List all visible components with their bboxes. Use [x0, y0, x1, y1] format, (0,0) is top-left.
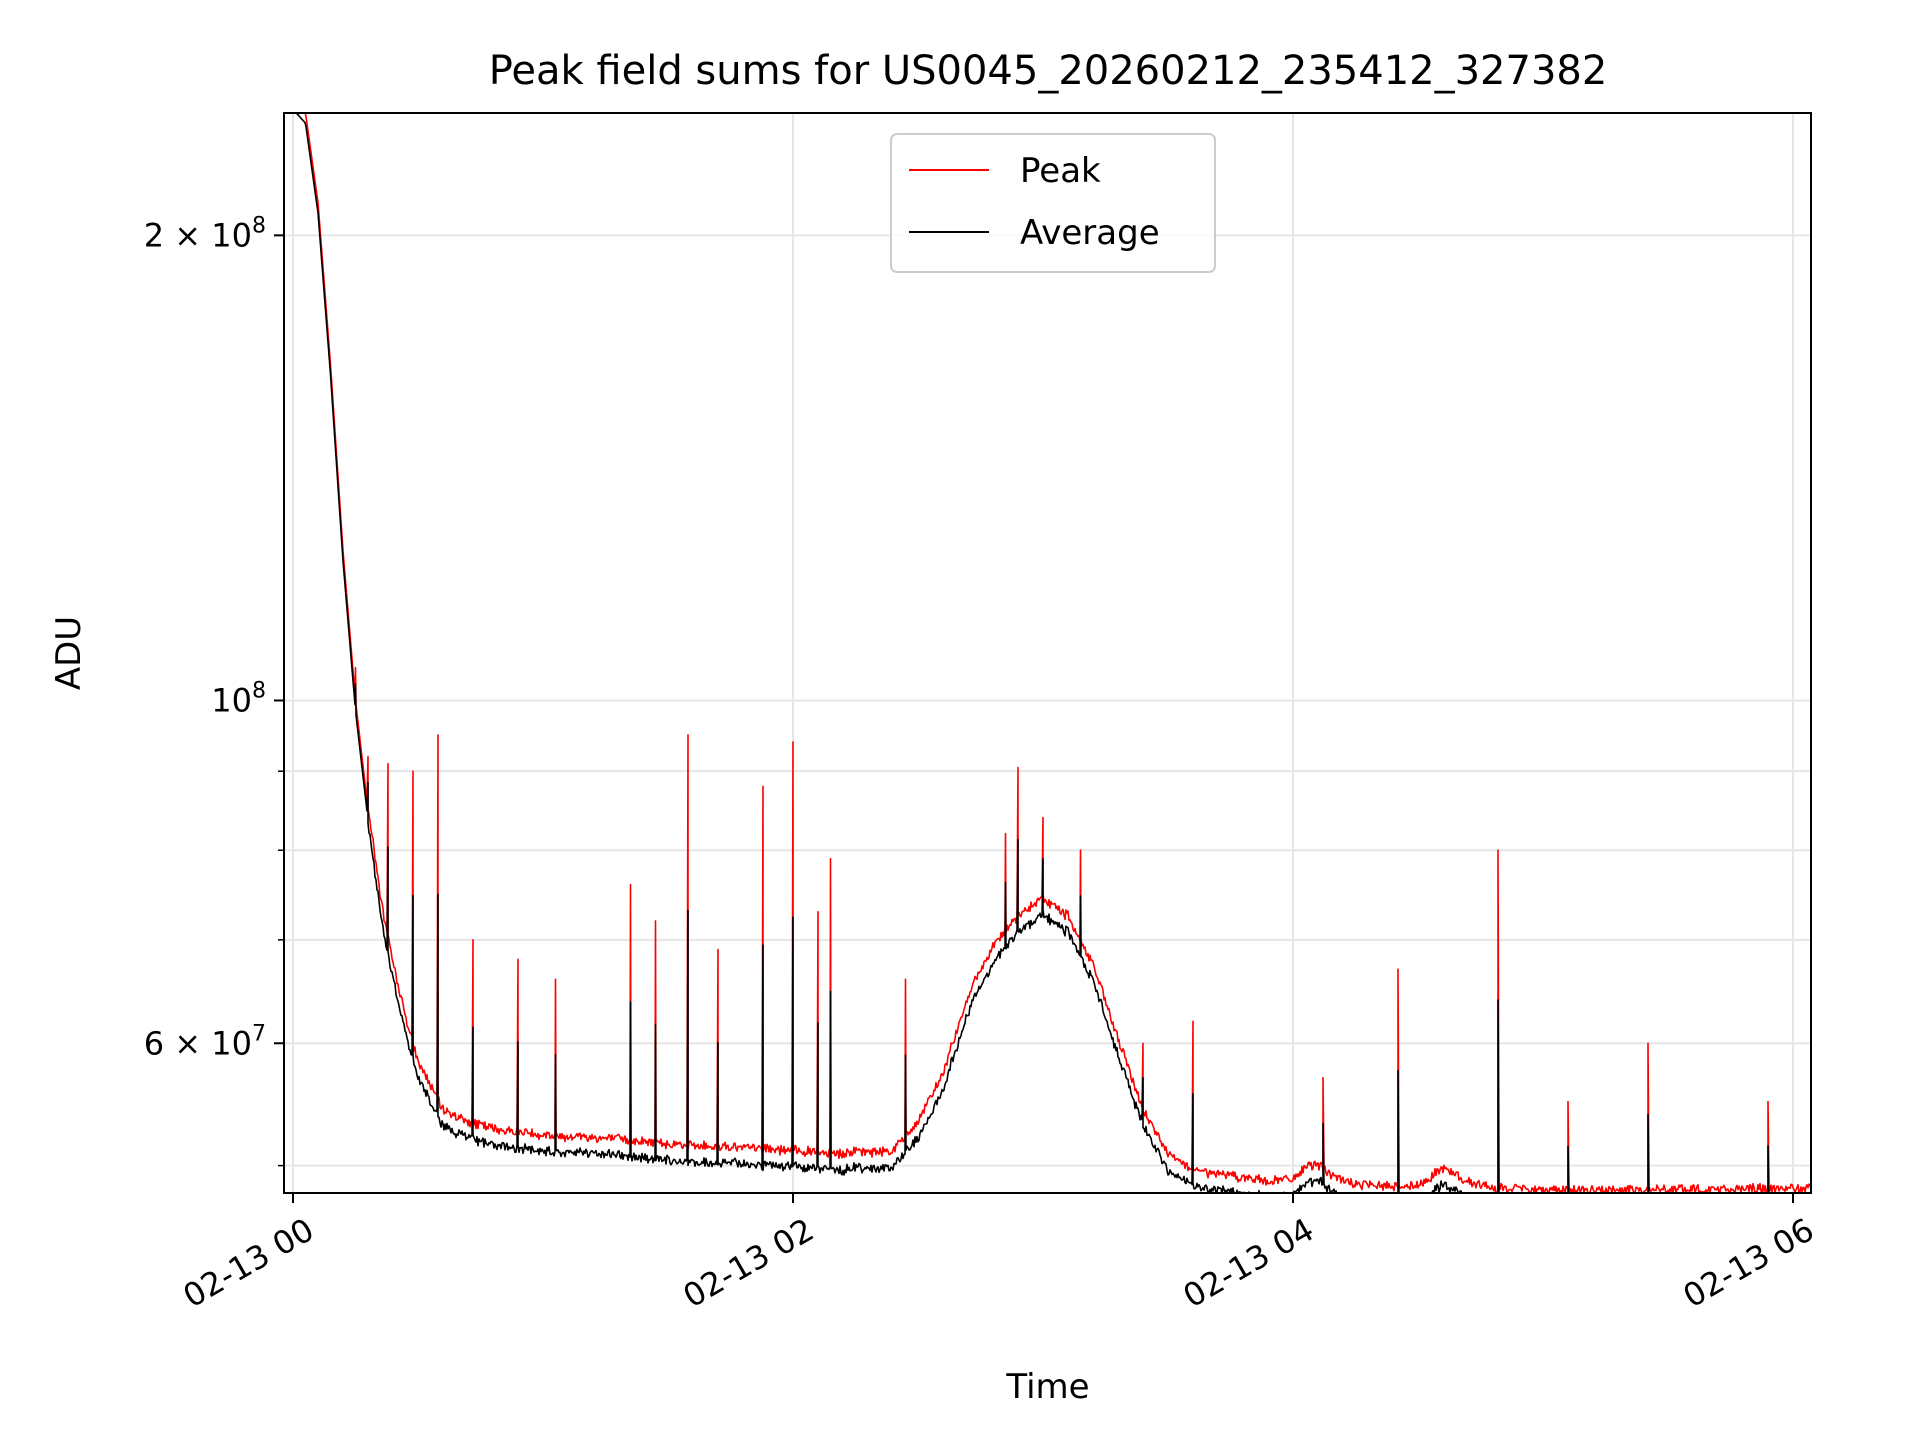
y-axis-label: ADU — [49, 616, 89, 690]
y-tick-label: 2 × 108 — [144, 213, 266, 254]
grid — [284, 113, 1811, 1193]
legend-label-peak: Peak — [1020, 151, 1101, 191]
legend-box — [890, 133, 1216, 273]
x-axis-label: Time — [1005, 1367, 1089, 1407]
chart-title: Peak field sums for US0045_20260212_2354… — [489, 48, 1608, 94]
plot-frame — [283, 112, 1812, 1194]
legend-label-average: Average — [1020, 213, 1160, 253]
legend: Peak Average — [890, 133, 1216, 273]
series-line-average — [295, 113, 1770, 1193]
series-group — [295, 113, 1811, 1193]
y-tick-label: 108 — [211, 678, 266, 719]
series-line-peak — [304, 113, 1811, 1193]
y-tick-label: 6 × 107 — [144, 1021, 266, 1062]
